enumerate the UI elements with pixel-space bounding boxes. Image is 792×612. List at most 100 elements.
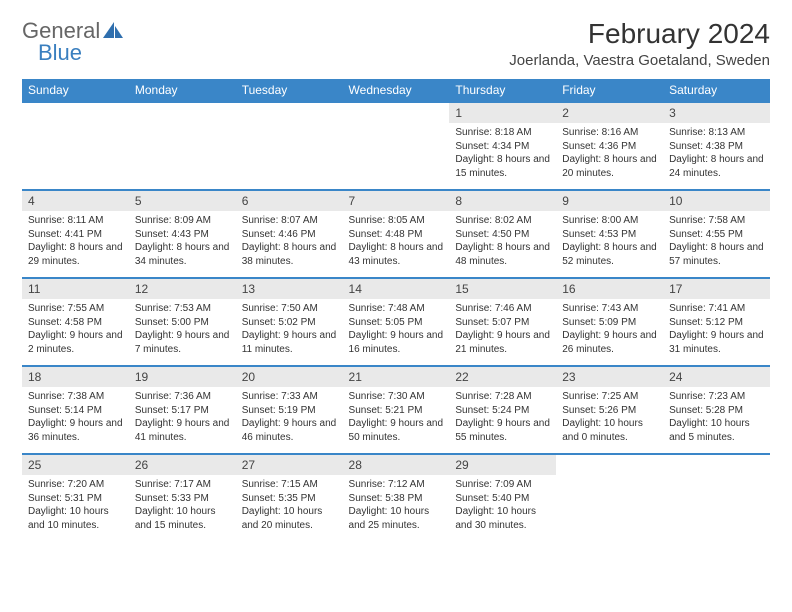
day-details: Sunrise: 7:48 AMSunset: 5:05 PMDaylight:… [343,299,450,362]
day-details: Sunrise: 8:11 AMSunset: 4:41 PMDaylight:… [22,211,129,274]
calendar-day-cell: 8Sunrise: 8:02 AMSunset: 4:50 PMDaylight… [449,190,556,278]
calendar-day-cell: .. [22,102,129,190]
day-number: 10 [663,191,770,211]
day-details: Sunrise: 8:07 AMSunset: 4:46 PMDaylight:… [236,211,343,274]
calendar-day-cell: .. [343,102,450,190]
day-number: 16 [556,279,663,299]
calendar-day-cell: 20Sunrise: 7:33 AMSunset: 5:19 PMDayligh… [236,366,343,454]
weekday-header: Monday [129,79,236,102]
day-details: Sunrise: 7:17 AMSunset: 5:33 PMDaylight:… [129,475,236,538]
day-number: 19 [129,367,236,387]
calendar-week-row: 4Sunrise: 8:11 AMSunset: 4:41 PMDaylight… [22,190,770,278]
calendar-table: SundayMondayTuesdayWednesdayThursdayFrid… [22,79,770,542]
day-details: Sunrise: 7:36 AMSunset: 5:17 PMDaylight:… [129,387,236,450]
calendar-day-cell: 6Sunrise: 8:07 AMSunset: 4:46 PMDaylight… [236,190,343,278]
brand-word-2: Blue [38,40,82,66]
day-number: 17 [663,279,770,299]
title-block: February 2024 Joerlanda, Vaestra Goetala… [509,18,770,69]
day-number: 25 [22,455,129,475]
day-details: Sunrise: 7:38 AMSunset: 5:14 PMDaylight:… [22,387,129,450]
day-details: Sunrise: 7:30 AMSunset: 5:21 PMDaylight:… [343,387,450,450]
day-details: Sunrise: 7:09 AMSunset: 5:40 PMDaylight:… [449,475,556,538]
day-details: Sunrise: 7:58 AMSunset: 4:55 PMDaylight:… [663,211,770,274]
calendar-body: ........1Sunrise: 8:18 AMSunset: 4:34 PM… [22,102,770,542]
calendar-day-cell: 17Sunrise: 7:41 AMSunset: 5:12 PMDayligh… [663,278,770,366]
day-number: 20 [236,367,343,387]
calendar-day-cell: 2Sunrise: 8:16 AMSunset: 4:36 PMDaylight… [556,102,663,190]
weekday-header-row: SundayMondayTuesdayWednesdayThursdayFrid… [22,79,770,102]
calendar-day-cell: 19Sunrise: 7:36 AMSunset: 5:17 PMDayligh… [129,366,236,454]
calendar-day-cell: 7Sunrise: 8:05 AMSunset: 4:48 PMDaylight… [343,190,450,278]
day-number: 11 [22,279,129,299]
header-row: General February 2024 Joerlanda, Vaestra… [22,18,770,69]
day-number: 14 [343,279,450,299]
day-details: Sunrise: 7:15 AMSunset: 5:35 PMDaylight:… [236,475,343,538]
day-number: 22 [449,367,556,387]
day-number: 29 [449,455,556,475]
day-details: Sunrise: 8:18 AMSunset: 4:34 PMDaylight:… [449,123,556,186]
day-details: Sunrise: 7:28 AMSunset: 5:24 PMDaylight:… [449,387,556,450]
calendar-day-cell: 16Sunrise: 7:43 AMSunset: 5:09 PMDayligh… [556,278,663,366]
calendar-day-cell: .. [129,102,236,190]
weekday-header: Saturday [663,79,770,102]
day-details: Sunrise: 7:43 AMSunset: 5:09 PMDaylight:… [556,299,663,362]
calendar-day-cell: 12Sunrise: 7:53 AMSunset: 5:00 PMDayligh… [129,278,236,366]
calendar-day-cell: .. [236,102,343,190]
day-number: 3 [663,103,770,123]
weekday-header: Friday [556,79,663,102]
calendar-day-cell: 27Sunrise: 7:15 AMSunset: 5:35 PMDayligh… [236,454,343,542]
month-title: February 2024 [509,18,770,50]
day-number: 8 [449,191,556,211]
calendar-day-cell: 3Sunrise: 8:13 AMSunset: 4:38 PMDaylight… [663,102,770,190]
day-number: 1 [449,103,556,123]
day-number: 26 [129,455,236,475]
weekday-header: Tuesday [236,79,343,102]
day-details: Sunrise: 7:55 AMSunset: 4:58 PMDaylight:… [22,299,129,362]
day-details: Sunrise: 8:09 AMSunset: 4:43 PMDaylight:… [129,211,236,274]
day-details: Sunrise: 8:13 AMSunset: 4:38 PMDaylight:… [663,123,770,186]
calendar-day-cell: 22Sunrise: 7:28 AMSunset: 5:24 PMDayligh… [449,366,556,454]
calendar-week-row: ........1Sunrise: 8:18 AMSunset: 4:34 PM… [22,102,770,190]
day-details: Sunrise: 8:02 AMSunset: 4:50 PMDaylight:… [449,211,556,274]
day-details: Sunrise: 7:23 AMSunset: 5:28 PMDaylight:… [663,387,770,450]
calendar-day-cell: 18Sunrise: 7:38 AMSunset: 5:14 PMDayligh… [22,366,129,454]
day-number: 6 [236,191,343,211]
calendar-week-row: 11Sunrise: 7:55 AMSunset: 4:58 PMDayligh… [22,278,770,366]
calendar-day-cell: 28Sunrise: 7:12 AMSunset: 5:38 PMDayligh… [343,454,450,542]
day-number: 2 [556,103,663,123]
calendar-day-cell: 29Sunrise: 7:09 AMSunset: 5:40 PMDayligh… [449,454,556,542]
day-number: 21 [343,367,450,387]
calendar-day-cell: 21Sunrise: 7:30 AMSunset: 5:21 PMDayligh… [343,366,450,454]
day-number: 23 [556,367,663,387]
calendar-week-row: 18Sunrise: 7:38 AMSunset: 5:14 PMDayligh… [22,366,770,454]
day-number: 18 [22,367,129,387]
calendar-day-cell: 23Sunrise: 7:25 AMSunset: 5:26 PMDayligh… [556,366,663,454]
day-details: Sunrise: 7:25 AMSunset: 5:26 PMDaylight:… [556,387,663,450]
day-details: Sunrise: 7:33 AMSunset: 5:19 PMDaylight:… [236,387,343,450]
calendar-day-cell: 25Sunrise: 7:20 AMSunset: 5:31 PMDayligh… [22,454,129,542]
day-number: 4 [22,191,129,211]
calendar-week-row: 25Sunrise: 7:20 AMSunset: 5:31 PMDayligh… [22,454,770,542]
day-number: 12 [129,279,236,299]
brand-logo-line2: Blue [38,40,82,66]
day-number: 15 [449,279,556,299]
day-number: 27 [236,455,343,475]
calendar-day-cell: .. [556,454,663,542]
day-details: Sunrise: 8:05 AMSunset: 4:48 PMDaylight:… [343,211,450,274]
calendar-day-cell: 15Sunrise: 7:46 AMSunset: 5:07 PMDayligh… [449,278,556,366]
day-details: Sunrise: 7:41 AMSunset: 5:12 PMDaylight:… [663,299,770,362]
day-number: 28 [343,455,450,475]
calendar-day-cell: 13Sunrise: 7:50 AMSunset: 5:02 PMDayligh… [236,278,343,366]
weekday-header: Wednesday [343,79,450,102]
calendar-day-cell: 26Sunrise: 7:17 AMSunset: 5:33 PMDayligh… [129,454,236,542]
day-number: 13 [236,279,343,299]
calendar-day-cell: 5Sunrise: 8:09 AMSunset: 4:43 PMDaylight… [129,190,236,278]
day-details: Sunrise: 7:12 AMSunset: 5:38 PMDaylight:… [343,475,450,538]
calendar-day-cell: 14Sunrise: 7:48 AMSunset: 5:05 PMDayligh… [343,278,450,366]
weekday-header: Thursday [449,79,556,102]
brand-sail-icon [103,22,123,40]
day-number: 24 [663,367,770,387]
weekday-header: Sunday [22,79,129,102]
day-number: 9 [556,191,663,211]
day-details: Sunrise: 8:00 AMSunset: 4:53 PMDaylight:… [556,211,663,274]
